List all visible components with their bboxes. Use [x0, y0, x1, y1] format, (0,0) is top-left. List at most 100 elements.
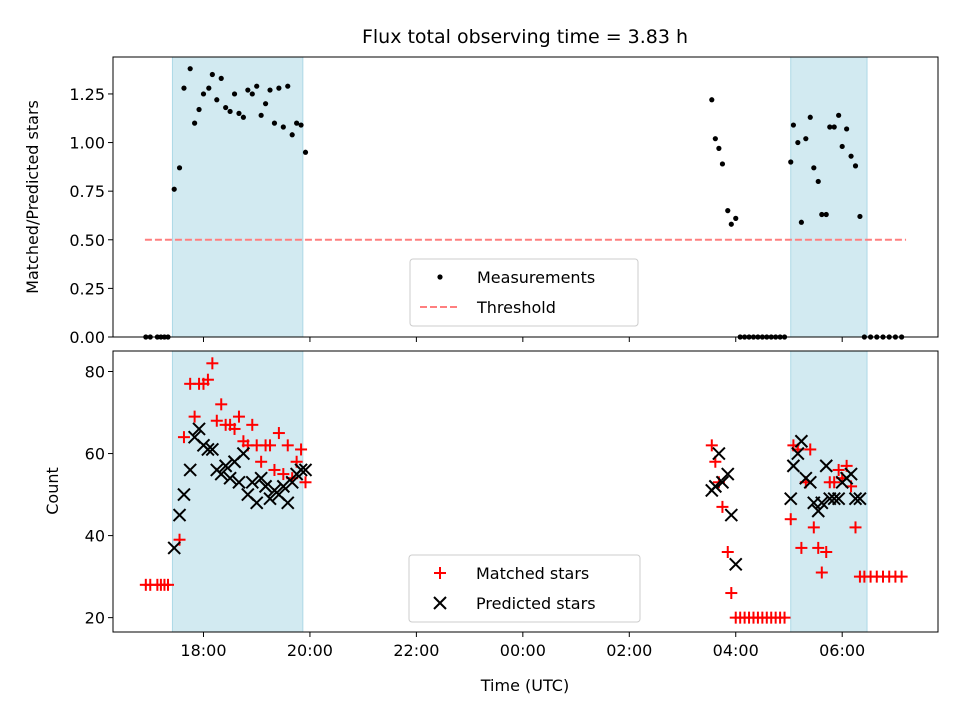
- measurement-point: [258, 112, 264, 118]
- measurement-point: [725, 208, 731, 214]
- top-shaded-regions: [171, 56, 868, 338]
- predicted-star-point: [245, 475, 259, 489]
- measurement-point: [231, 91, 238, 97]
- predicted-star-point: [172, 508, 187, 522]
- measurement-point: [302, 149, 309, 155]
- matched-star-point: [281, 439, 294, 452]
- measurement-point: [819, 211, 825, 218]
- measurement-point: [728, 221, 734, 227]
- matched-star-point: [162, 578, 174, 591]
- measurement-point: [839, 143, 845, 150]
- predicted-star-point: [281, 496, 295, 510]
- measurement-point: [171, 186, 177, 192]
- matched-star-point: [778, 611, 791, 624]
- predicted-star-point: [254, 471, 268, 485]
- matched-star-point: [705, 439, 718, 452]
- top-plot-frame: [112, 56, 939, 338]
- measurement-point: [811, 165, 817, 171]
- matched-star-point: [849, 521, 862, 534]
- measurement-point: [289, 132, 295, 138]
- measurement-point: [267, 87, 273, 93]
- measurement-point: [788, 159, 794, 165]
- top-y-ticks: 0.00 0.25 0.50 0.75 1.00 1.25: [69, 85, 113, 347]
- measurement-point: [848, 153, 854, 159]
- matched-star-point: [828, 476, 841, 489]
- measurement-point: [236, 110, 242, 116]
- predicted-star-point: [192, 422, 206, 436]
- x-tick-label: 04:00: [713, 641, 759, 660]
- predicted-star-point: [250, 496, 264, 510]
- predicted-star-point: [853, 491, 867, 506]
- y-tick-label: 0.25: [69, 279, 105, 298]
- matched-star-point: [206, 357, 219, 370]
- measurement-point: [214, 97, 220, 103]
- predicted-star-point: [791, 446, 805, 461]
- bottom-x-ticks: 18:00 20:00 22:00 00:00 02:00 04:00 06:00: [180, 632, 865, 660]
- predicted-star-point: [232, 475, 246, 489]
- measurement-point: [240, 114, 247, 120]
- y-tick-label: 0.75: [69, 182, 105, 201]
- x-tick-label: 22:00: [393, 641, 439, 660]
- legend-threshold-label: Threshold: [476, 298, 556, 317]
- measurement-point: [795, 139, 801, 146]
- shaded-region: [790, 56, 868, 338]
- matched-star-point: [264, 439, 277, 452]
- predicted-star-point: [827, 491, 841, 506]
- predicted-star-point: [258, 479, 273, 494]
- measurement-point: [280, 124, 286, 130]
- matched-star-point: [201, 373, 214, 386]
- measurement-point: [218, 75, 224, 81]
- y-tick-label: 60: [85, 445, 105, 464]
- measurement-point: [823, 211, 829, 218]
- matched-star-point: [815, 566, 828, 579]
- top-legend: Measurements Threshold: [409, 258, 639, 327]
- measurement-points: [143, 66, 905, 340]
- matched-star-point: [188, 410, 201, 423]
- matched-star-point: [795, 541, 808, 554]
- predicted-star-point: [784, 491, 798, 506]
- predicted-star-point: [205, 442, 220, 457]
- measurement-point: [285, 83, 291, 89]
- x-tick-label: 18:00: [180, 641, 226, 660]
- x-tick-label: 06:00: [819, 641, 865, 660]
- matched-star-point: [716, 500, 729, 513]
- bottom-y-axis-label: Count: [43, 467, 62, 515]
- matched-star-point: [255, 455, 268, 468]
- measurement-point: [857, 213, 863, 220]
- matched-star-point: [832, 463, 845, 476]
- predicted-star-point: [236, 446, 251, 461]
- matched-star-point: [812, 541, 825, 554]
- measurement-point: [271, 120, 278, 126]
- matched-star-point: [210, 414, 223, 427]
- y-tick-label: 80: [85, 363, 105, 382]
- legend-measurements-label: Measurements: [477, 268, 595, 287]
- predicted-star-point: [819, 459, 833, 473]
- measurement-point: [187, 66, 193, 72]
- matched-star-point: [246, 418, 259, 431]
- bottom-panel: 20 40 60 80 18:00 20:00 22:00 00:00 02:00 04:00 0…: [43, 350, 939, 695]
- top-y-axis-label: Matched/Predicted stars: [23, 100, 42, 294]
- predicted-star-point: [811, 504, 825, 518]
- measurement-point: [719, 161, 726, 167]
- measurement-point: [206, 85, 212, 91]
- predicted-star-point: [708, 479, 723, 494]
- predicted-star-point: [712, 446, 726, 461]
- predicted-star-point: [285, 475, 299, 489]
- measurement-point: [227, 108, 233, 115]
- measurement-point: [262, 101, 269, 107]
- predicted-star-point: [729, 557, 743, 572]
- y-tick-label: 40: [85, 527, 105, 546]
- matched-star-point: [725, 587, 738, 600]
- matched-star-point: [804, 443, 817, 456]
- predicted-star-point: [844, 467, 858, 481]
- measurement-point: [815, 178, 821, 185]
- measurement-point: [827, 124, 833, 130]
- x-tick-label: 20:00: [287, 641, 333, 660]
- measurement-point: [716, 145, 722, 151]
- measurement-point: [192, 120, 198, 126]
- measurement-point: [790, 122, 797, 128]
- matched-star-point: [820, 546, 833, 559]
- measurement-point: [245, 87, 251, 93]
- matched-star-point: [295, 443, 308, 456]
- measurement-point: [831, 124, 837, 130]
